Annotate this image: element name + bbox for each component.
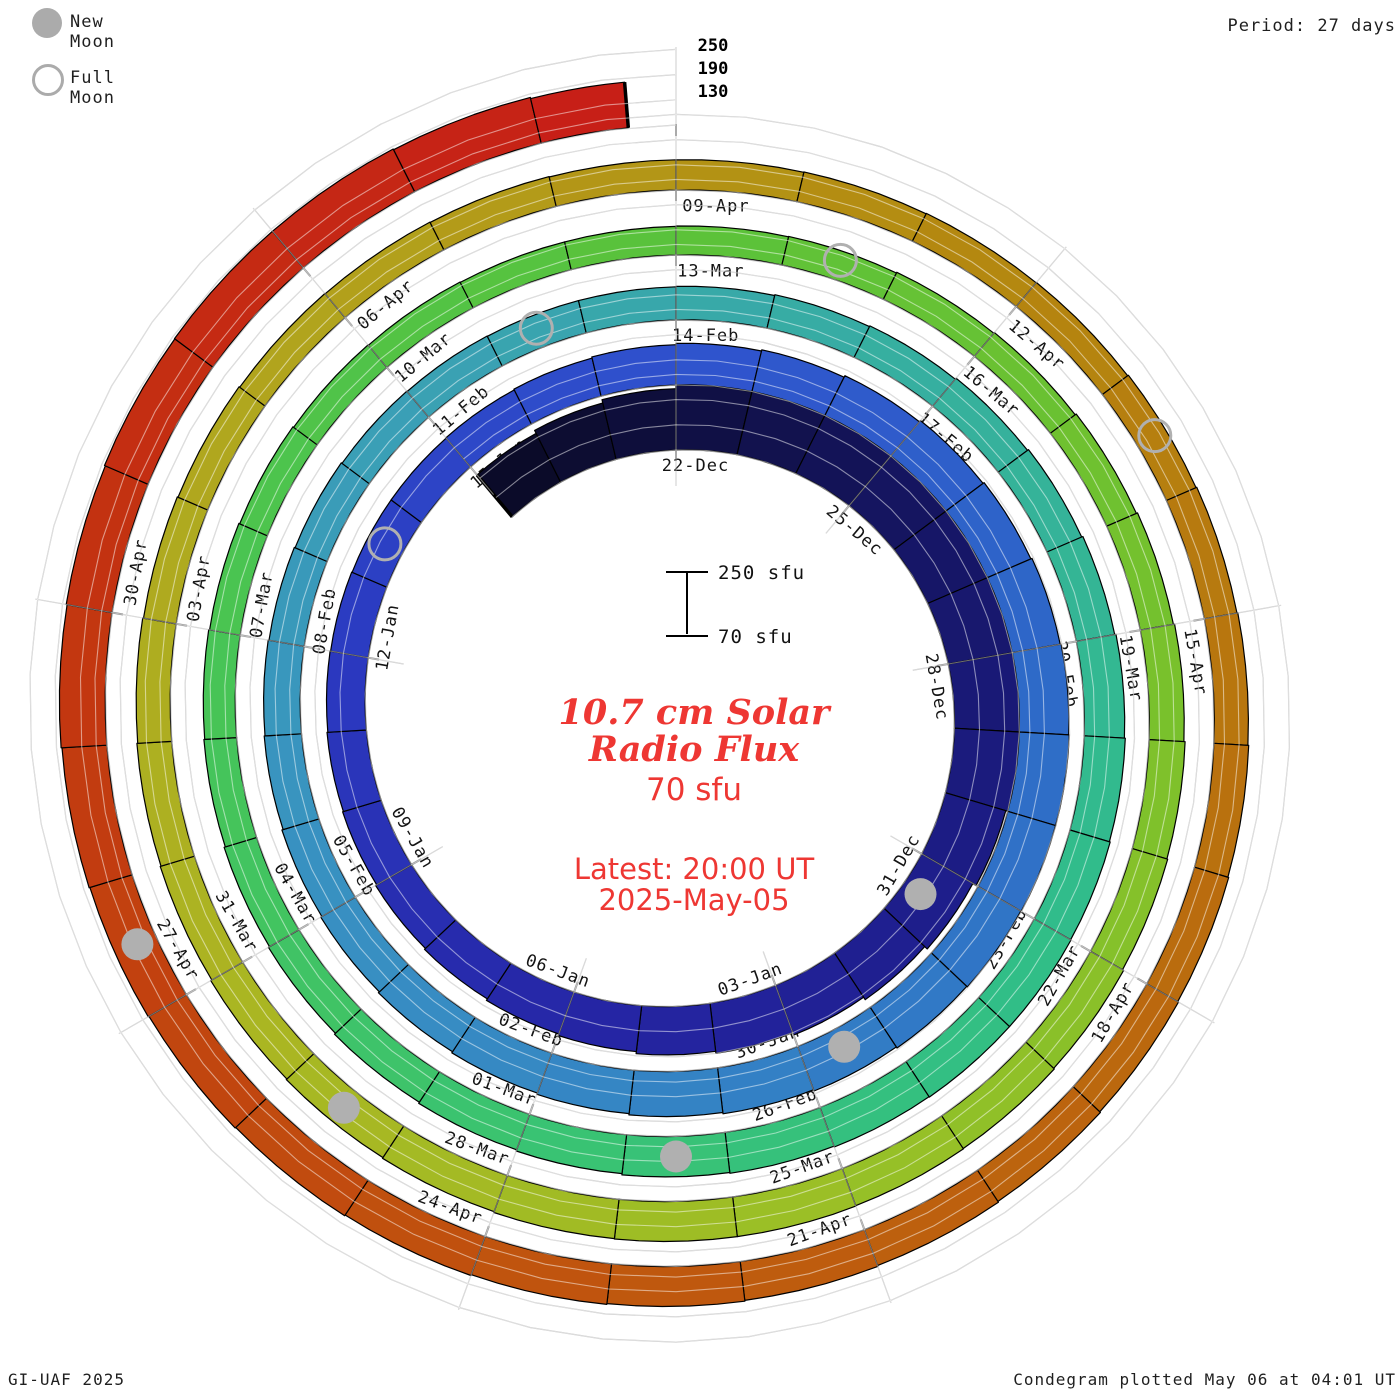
new-moon-marker [828,1030,861,1063]
scalebar-line [686,572,688,634]
scalebar-max-label: 250 sfu [718,562,806,584]
chart-title: 10.7 cm Solar Radio Flux [474,694,914,768]
plotted-label: Condegram plotted May 06 at 04:01 UT [1013,1370,1396,1389]
chart-title-line1: 10.7 cm Solar [558,692,830,733]
radial-scale-130: 130 [697,82,729,102]
grid-overlay [29,47,1290,1343]
full-moon-marker [822,242,858,278]
new-moon-marker [121,928,154,961]
new-moon-marker [904,878,937,911]
flux-scalebar: 250 sfu 70 sfu [656,562,826,648]
radial-scale-250: 250 [697,36,729,56]
scalebar-bottom-cap [666,635,708,637]
svg-text:13-Mar: 13-Mar [677,261,744,281]
full-moon-marker [367,526,403,562]
new-moon-marker [327,1091,360,1124]
period-label: Period: 27 days [1227,16,1396,36]
latest-line1: Latest: 20:00 UT [573,852,815,886]
baseline-value-label: 70 sfu [645,772,742,808]
new-moon-label: New Moon [70,12,115,52]
full-moon-marker [518,310,554,346]
latest-annotation: Latest: 20:00 UT 2025-May-05 [454,854,934,916]
credit-label: GI-UAF 2025 [8,1370,125,1389]
scalebar-min-label: 70 sfu [718,626,793,648]
new-moon-marker [660,1140,692,1173]
full-moon-marker [1137,418,1173,454]
full-moon-label: Full Moon [70,68,115,108]
svg-text:22-Dec: 22-Dec [662,456,729,476]
radial-scale-190: 190 [697,59,729,79]
chart-title-line2: Radio Flux [588,729,800,770]
new-moon-icon [32,8,62,38]
latest-line2: 2025-May-05 [598,883,790,917]
svg-text:14-Feb: 14-Feb [672,326,739,346]
moon-markers [121,242,1173,1173]
full-moon-icon [32,64,64,96]
